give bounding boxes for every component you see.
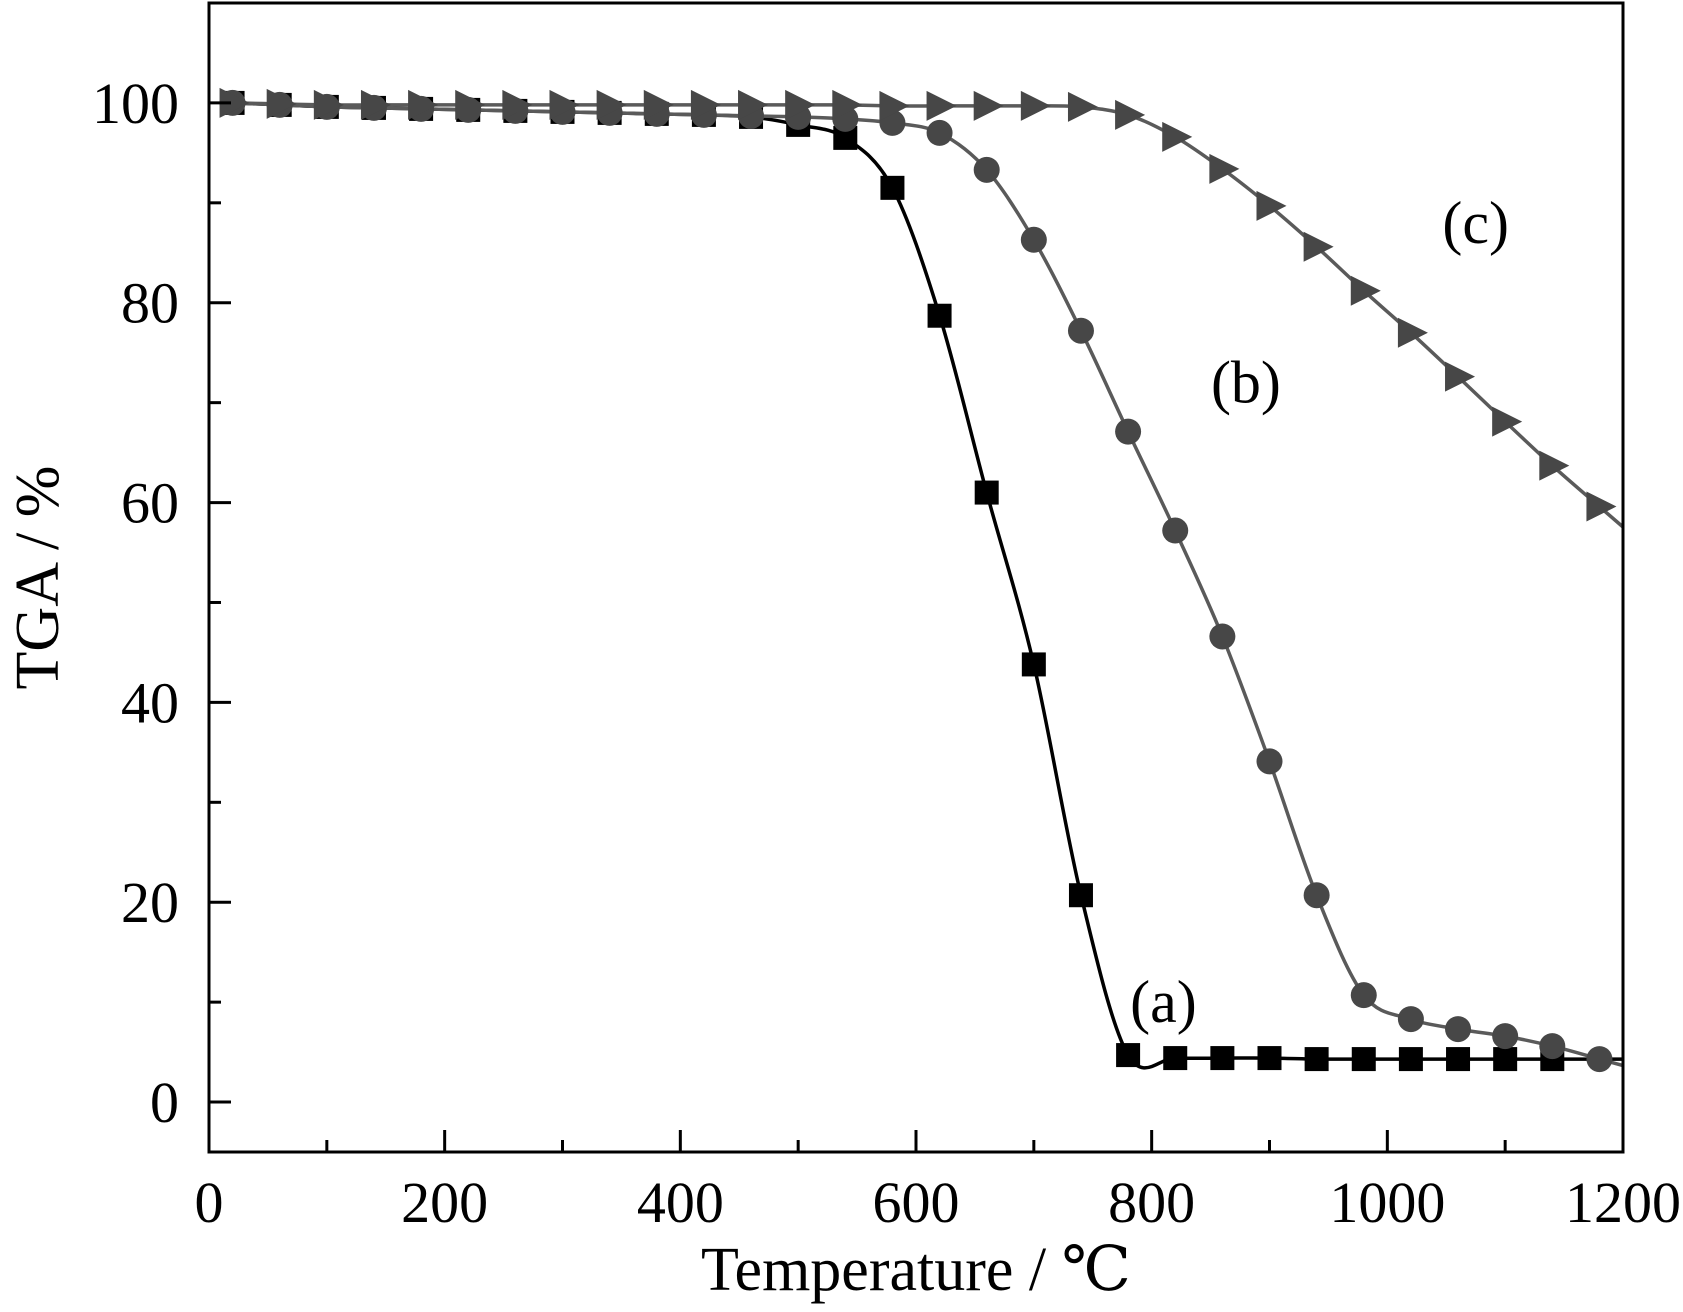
curve-annotations: (a) (b) (c) <box>1130 190 1509 1035</box>
series-c-point <box>1067 91 1098 122</box>
series-c-point <box>408 89 439 120</box>
series-c-point <box>1209 153 1240 184</box>
series-c-point <box>1492 406 1523 437</box>
y-tick-label: 0 <box>150 1070 179 1135</box>
series-c-point <box>1303 231 1334 262</box>
y-axis-title: TGA / % <box>4 466 72 690</box>
series-c-point <box>1115 99 1146 130</box>
series-markers <box>219 87 1617 1073</box>
series-c-point <box>1256 190 1287 221</box>
series-a-point <box>833 125 858 150</box>
series-b-line <box>220 101 1624 1068</box>
y-tick-label: 40 <box>121 670 179 735</box>
series-c-point <box>360 89 391 120</box>
plot-frame <box>207 1 1625 1154</box>
x-tick-label: 800 <box>1108 1170 1195 1235</box>
series-c-point <box>502 89 533 120</box>
series-b-point <box>1256 748 1283 775</box>
x-axis: 0 200 400 600 800 1000 1200 <box>195 1130 1681 1235</box>
series-b-point <box>926 119 953 146</box>
series-curves <box>220 101 1625 1070</box>
annotation-label-a: (a) <box>1130 969 1197 1035</box>
series-a-point <box>1210 1046 1235 1071</box>
series-b-point <box>1209 623 1236 650</box>
series-b-point <box>1067 317 1094 344</box>
series-b-point <box>1492 1023 1519 1050</box>
series-c-point <box>455 89 486 120</box>
y-tick-label: 100 <box>92 71 179 136</box>
annotation-label-b: (b) <box>1211 350 1281 416</box>
series-a-point <box>1398 1047 1423 1072</box>
series-a-point <box>1351 1047 1376 1072</box>
series-a-line <box>220 101 1623 1070</box>
x-tick-label: 200 <box>401 1170 488 1235</box>
series-c-point <box>785 89 816 120</box>
series-c-point <box>1020 90 1051 121</box>
x-axis-title: Temperature / ℃ <box>701 1236 1131 1304</box>
series-c-point <box>1162 121 1193 152</box>
series-b-point <box>1350 982 1377 1009</box>
series-c-point <box>266 88 297 119</box>
series-a-point <box>1493 1047 1518 1072</box>
x-tick-label: 1000 <box>1329 1170 1445 1235</box>
annotation-label-c: (c) <box>1442 190 1509 256</box>
series-c-point <box>973 90 1004 121</box>
series-b-point <box>1020 226 1047 253</box>
series-b-point <box>1115 418 1142 445</box>
series-b-point <box>973 156 1000 183</box>
x-tick-label: 400 <box>637 1170 724 1235</box>
series-a-point <box>1163 1046 1188 1071</box>
x-tick-label: 600 <box>873 1170 960 1235</box>
series-c-point <box>643 89 674 120</box>
series-c-line <box>220 101 1625 529</box>
series-c-point <box>313 89 344 120</box>
series-a-point <box>880 175 905 200</box>
y-tick-label: 20 <box>121 870 179 935</box>
series-a-point <box>1446 1047 1471 1072</box>
x-tick-label: 0 <box>195 1170 224 1235</box>
series-c-point <box>1350 275 1381 306</box>
series-a-point <box>1257 1046 1282 1071</box>
series-c-point <box>738 89 769 120</box>
y-tick-label: 60 <box>121 471 179 536</box>
series-b-point <box>1303 882 1330 909</box>
y-tick-label: 80 <box>121 271 179 336</box>
series-a-point <box>1304 1047 1329 1072</box>
y-axis: 0 20 40 60 80 100 <box>92 71 231 1135</box>
series-c-point <box>1586 491 1617 522</box>
series-c-point <box>1397 317 1428 348</box>
series-c-point <box>1539 450 1570 481</box>
series-b-point <box>1445 1016 1472 1043</box>
series-c-point <box>1445 361 1476 392</box>
series-a-point <box>927 303 952 328</box>
series-a-point <box>1068 883 1093 908</box>
series-b-point <box>1397 1006 1424 1033</box>
x-tick-label: 1200 <box>1565 1170 1681 1235</box>
series-c-point <box>596 89 627 120</box>
series-b-point <box>1162 517 1189 544</box>
series-c-point <box>879 90 910 121</box>
series-a-point <box>1021 652 1046 677</box>
series-b-point <box>1586 1046 1613 1073</box>
series-a-point <box>1116 1043 1141 1068</box>
series-a-point <box>974 480 999 505</box>
series-c-point <box>690 89 721 120</box>
series-c-point <box>926 90 957 121</box>
series-c-point <box>219 87 250 118</box>
series-c-point <box>832 89 863 120</box>
series-b-point <box>1539 1033 1566 1060</box>
series-c-point <box>549 89 580 120</box>
